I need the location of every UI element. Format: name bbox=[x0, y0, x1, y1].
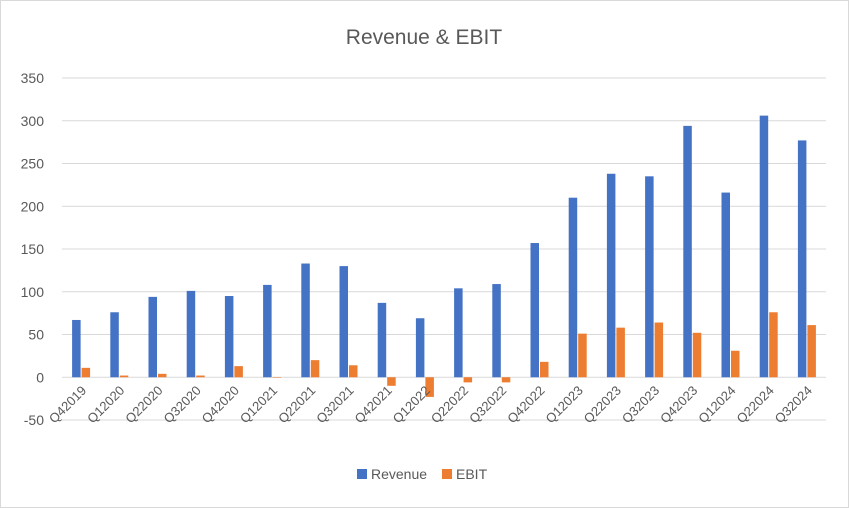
bar-ebit-Q12021 bbox=[272, 377, 282, 378]
bar-ebit-Q12023 bbox=[578, 333, 587, 378]
y-tick-label: 0 bbox=[36, 369, 44, 385]
legend-swatch-revenue bbox=[357, 469, 367, 479]
bar-revenue-Q12024 bbox=[721, 192, 730, 378]
y-tick-label: -50 bbox=[24, 412, 44, 428]
bar-revenue-Q32024 bbox=[797, 140, 807, 378]
bar-ebit-Q22022 bbox=[463, 377, 473, 383]
bar-ebit-Q42023 bbox=[692, 332, 702, 378]
bar-revenue-Q42021 bbox=[377, 302, 387, 378]
bar-revenue-Q22024 bbox=[759, 115, 769, 378]
bar-ebit-Q22021 bbox=[310, 360, 320, 378]
bar-ebit-Q12022 bbox=[425, 377, 434, 397]
bar-revenue-Q22022 bbox=[454, 288, 463, 378]
bar-ebit-Q12024 bbox=[731, 350, 740, 378]
bar-revenue-Q12022 bbox=[415, 318, 425, 378]
bar-ebit-Q32021 bbox=[349, 365, 358, 378]
bar-ebit-Q42021 bbox=[387, 377, 396, 386]
gridlines bbox=[62, 77, 826, 421]
legend-swatch-ebit bbox=[442, 469, 452, 479]
y-tick-label: 150 bbox=[21, 241, 45, 257]
bar-ebit-Q42020 bbox=[234, 366, 243, 378]
bar-revenue-Q42019 bbox=[72, 319, 81, 378]
bar-revenue-Q12020 bbox=[110, 312, 119, 378]
bar-revenue-Q32020 bbox=[186, 290, 196, 378]
bar-ebit-Q22024 bbox=[769, 312, 778, 378]
bar-revenue-Q42020 bbox=[224, 296, 234, 378]
y-tick-label: 350 bbox=[21, 70, 45, 86]
bar-revenue-Q12023 bbox=[568, 197, 578, 378]
bar-revenue-Q22021 bbox=[301, 263, 310, 378]
bar-ebit-Q22023 bbox=[616, 327, 625, 378]
bar-revenue-Q22023 bbox=[606, 173, 616, 378]
y-tick-label: 250 bbox=[21, 156, 45, 172]
y-tick-label: 50 bbox=[28, 327, 44, 343]
bar-ebit-Q32024 bbox=[807, 325, 816, 378]
legend-label-revenue: Revenue bbox=[371, 466, 427, 482]
bar-revenue-Q32023 bbox=[645, 176, 654, 378]
bar-revenue-Q42023 bbox=[683, 125, 692, 378]
bar-ebit-Q12020 bbox=[119, 375, 129, 378]
bar-ebit-Q42022 bbox=[540, 361, 549, 378]
bar-ebit-Q32022 bbox=[501, 377, 511, 383]
bar-ebit-Q22020 bbox=[158, 373, 167, 378]
chart-title: Revenue & EBIT bbox=[346, 26, 503, 49]
bar-revenue-Q32022 bbox=[492, 284, 501, 378]
y-tick-label: 300 bbox=[21, 113, 45, 129]
bars bbox=[72, 115, 816, 397]
bar-ebit-Q42019 bbox=[81, 367, 91, 378]
y-tick-label: 100 bbox=[21, 284, 45, 300]
bar-revenue-Q42022 bbox=[530, 243, 539, 378]
bar-revenue-Q22020 bbox=[148, 296, 157, 378]
legend: Revenue EBIT bbox=[357, 466, 488, 482]
bar-ebit-Q32023 bbox=[654, 322, 664, 378]
legend-label-ebit: EBIT bbox=[456, 466, 488, 482]
bar-revenue-Q32021 bbox=[339, 266, 348, 378]
y-axis-ticks: -50 0 50 100 150 200 250 300 350 bbox=[21, 70, 45, 428]
bar-revenue-Q12021 bbox=[263, 284, 272, 378]
y-tick-label: 200 bbox=[21, 198, 45, 214]
bar-ebit-Q32020 bbox=[196, 375, 205, 378]
